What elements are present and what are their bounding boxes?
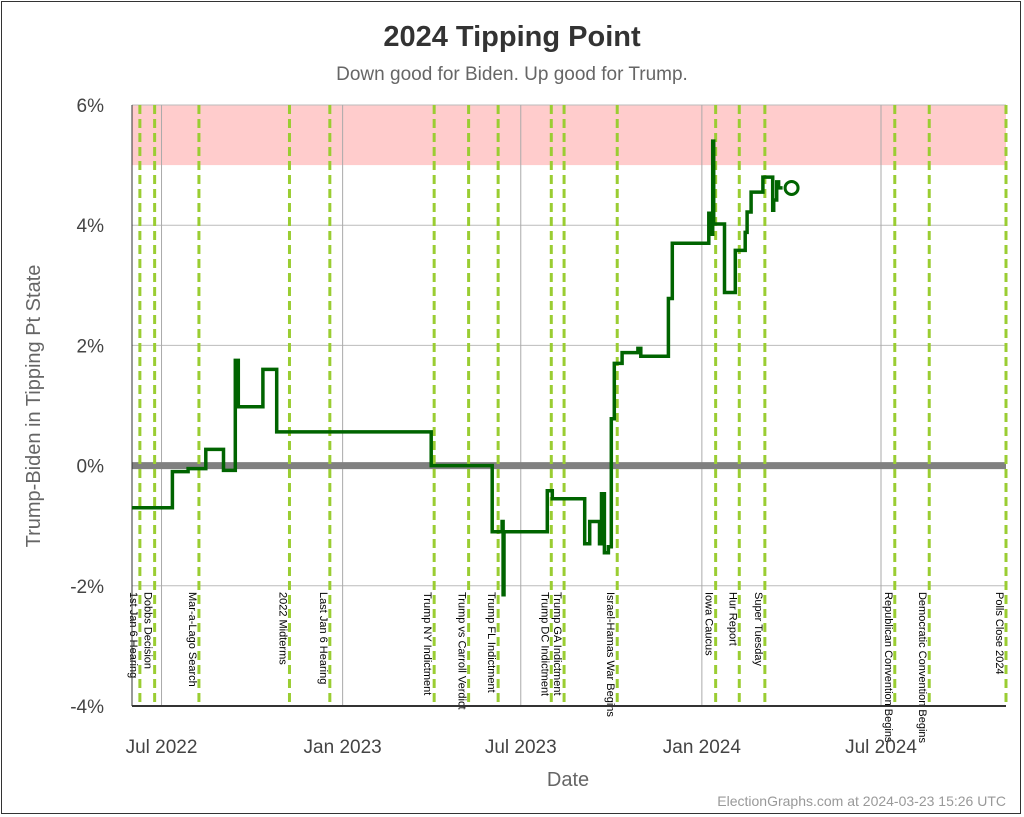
event-label-1: Dobbs Decision [142, 592, 154, 669]
event-label-14: Republican Convention Begins [882, 592, 894, 743]
event-label-16: Polls Close 2024 [993, 592, 1005, 675]
chart-title: 2024 Tipping Point [383, 21, 641, 53]
y-tick-label-0: 6% [77, 96, 105, 117]
y-tick-label-1: 4% [77, 216, 105, 237]
event-label-0: 1st Jan 6 Hearing [127, 592, 139, 678]
credit-line: ElectionGraphs.com at 2024-03-23 15:26 U… [717, 793, 1006, 809]
event-label-5: Trump NY Indictment [421, 592, 433, 695]
event-label-7: Trump FL Indictment [485, 592, 497, 693]
x-tick-label-3: Jan 2024 [663, 737, 742, 758]
chart-subtitle: Down good for Biden. Up good for Trump. [336, 64, 688, 85]
event-label-15: Democratic Convention Begins [916, 592, 928, 744]
event-label-2: Mar-a-Lago Search [186, 592, 198, 687]
event-label-4: Last Jan 6 Hearing [317, 592, 329, 684]
event-label-10: Israel-Hamas War Begins [604, 592, 616, 717]
x-axis-label: Date [547, 769, 589, 791]
x-tick-label-0: Jul 2022 [126, 737, 198, 758]
event-label-12: Hur Report [726, 592, 738, 646]
trump-favored-band [132, 105, 1006, 166]
y-tick-label-2: 2% [77, 336, 105, 357]
y-tick-label-4: -2% [70, 577, 104, 598]
event-label-8: Trump DC Indictment [538, 592, 550, 696]
y-tick-label-3: 0% [77, 457, 105, 478]
tipping-point-line-0 [132, 139, 783, 597]
y-tick-label-5: -4% [70, 697, 104, 718]
current-point-marker [783, 179, 800, 196]
event-label-6: Trump vs Carroll Verdict [456, 592, 468, 710]
y-axis-label: Trump-Biden in Tipping Pt State [23, 265, 45, 548]
event-label-13: Super Tuesday [752, 592, 764, 666]
event-label-3: 2022 Midterms [276, 592, 288, 665]
event-label-9: Trump GA Indictment [551, 592, 563, 696]
x-tick-label-4: Jul 2024 [845, 737, 917, 758]
event-label-11: Iowa Caucus [703, 592, 715, 656]
x-tick-label-2: Jul 2023 [485, 737, 557, 758]
x-tick-label-1: Jan 2023 [304, 737, 382, 758]
